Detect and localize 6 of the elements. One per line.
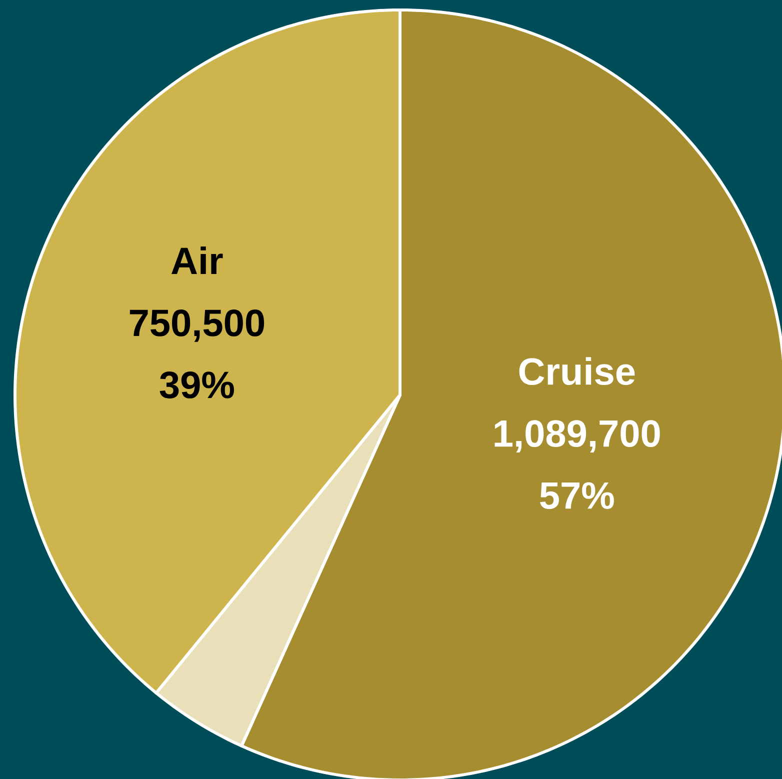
- data-label: 1,089,700: [494, 420, 660, 453]
- data-label: 750,500: [130, 310, 264, 342]
- text: 57%: [540, 482, 614, 510]
- text: 39%: [160, 372, 234, 398]
- slice-label: Air: [172, 246, 223, 274]
- slice-label: Cruise: [519, 357, 635, 386]
